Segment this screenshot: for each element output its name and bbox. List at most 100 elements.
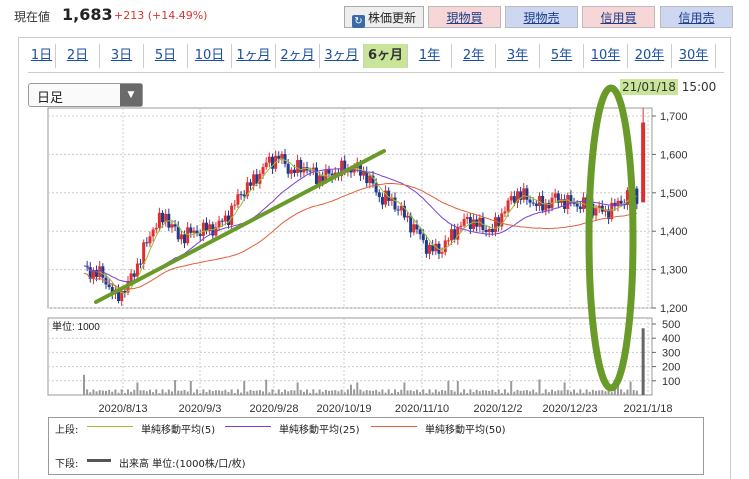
volume-bar (387, 389, 390, 395)
range-tab-6[interactable]: 2ヶ月 (276, 44, 320, 68)
margin-buy-button[interactable]: 信用買 (582, 6, 655, 28)
volume-bar (623, 392, 626, 395)
volume-bar (353, 389, 356, 395)
volume-bar (208, 389, 211, 395)
volume-bar (174, 380, 177, 395)
candle-body (424, 240, 428, 254)
range-tab-11[interactable]: 3年 (496, 44, 540, 68)
spot-buy-button[interactable]: 現物買 (428, 6, 501, 28)
x-tick-label: 2021/1/18 (624, 403, 673, 415)
volume-bar (453, 391, 456, 395)
candle-body (415, 224, 419, 230)
volume-bar (463, 389, 466, 395)
volume-bar (573, 389, 576, 395)
range-tab-7[interactable]: 3ヶ月 (320, 44, 364, 68)
candle-body (286, 163, 290, 174)
volume-bar (595, 390, 598, 395)
price-label: 現在値 (14, 10, 51, 24)
candle-body (534, 203, 538, 207)
candle-body (258, 173, 262, 184)
range-tab-5[interactable]: 1ヶ月 (232, 44, 276, 68)
legend-lower-label: 下段: (55, 459, 79, 470)
candle-body (195, 230, 199, 234)
candle-body (566, 195, 570, 209)
volume-bar (576, 392, 579, 395)
volume-bar (393, 389, 396, 395)
period-select[interactable]: 日足 ▼ (28, 83, 143, 107)
range-tab-2[interactable]: 3日 (100, 44, 144, 68)
candle-body (431, 244, 435, 252)
range-tab-0[interactable]: 1日 (28, 44, 56, 68)
volume-bar-last (641, 328, 645, 395)
volume-bar (98, 390, 101, 395)
refresh-price-button[interactable]: ↻ 株価更新 (344, 6, 424, 28)
candle-body (365, 171, 369, 184)
volume-bar (277, 389, 280, 395)
volume-bar (224, 389, 227, 395)
volume-bar (343, 392, 346, 395)
volume-bar (180, 390, 183, 395)
candle-body (572, 202, 576, 204)
range-tab-13[interactable]: 10年 (584, 44, 628, 68)
volume-bar (500, 392, 503, 395)
volume-bar (485, 390, 488, 395)
margin-sell-button[interactable]: 信用売 (660, 6, 733, 28)
candle-body (531, 202, 535, 204)
candle-body (314, 167, 318, 184)
volume-bar (123, 392, 126, 395)
highlight-ellipse-annotation (585, 84, 637, 392)
range-tab-10[interactable]: 2年 (452, 44, 496, 68)
candle-body (393, 197, 397, 210)
volume-bar (491, 389, 494, 395)
range-tab-3[interactable]: 5日 (144, 44, 188, 68)
range-tab-12[interactable]: 5年 (540, 44, 584, 68)
volume-bar (444, 390, 447, 395)
range-tab-8[interactable]: 6ヶ月 (364, 44, 408, 68)
candle-body (148, 236, 152, 244)
range-tab-14[interactable]: 20年 (628, 44, 672, 68)
candle-body (569, 195, 573, 203)
candle-body (142, 242, 146, 265)
volume-bar (331, 390, 334, 395)
candle-body (406, 215, 410, 218)
range-tab-9[interactable]: 1年 (408, 44, 452, 68)
candle-body (377, 192, 381, 197)
price-tick-label: 1,300 (660, 265, 688, 277)
volume-bar (585, 389, 588, 395)
volume-bar (192, 392, 195, 395)
candle-body (170, 224, 174, 228)
volume-bar (481, 390, 484, 395)
volume-bar (522, 390, 525, 395)
volume-bar (409, 390, 412, 395)
volume-bar (280, 392, 283, 395)
volume-bar (620, 389, 623, 395)
range-tab-15[interactable]: 30年 (672, 44, 716, 68)
candle-body (374, 183, 378, 193)
candle-body (189, 227, 193, 233)
candle-body (563, 199, 567, 209)
candle-body (157, 212, 161, 228)
range-tab-1[interactable]: 2日 (56, 44, 100, 68)
spot-sell-button[interactable]: 現物売 (505, 6, 578, 28)
candle-body (264, 162, 268, 168)
candle-body (610, 202, 614, 220)
volume-bar (86, 389, 89, 395)
volume-bar (516, 389, 519, 395)
x-tick-label: 2020/11/10 (395, 403, 449, 415)
candle-body (192, 230, 196, 233)
candle-body (205, 222, 209, 232)
candle-body (145, 242, 149, 244)
volume-bar (450, 389, 453, 395)
volume-bar (563, 382, 566, 395)
volume-bar (419, 392, 422, 395)
volume-bar (456, 381, 459, 395)
volume-bar (397, 391, 400, 395)
candle-body (475, 219, 479, 227)
candle-body (578, 206, 582, 210)
candle-body (575, 202, 579, 207)
volume-bar (582, 392, 585, 395)
candle-body (522, 188, 526, 200)
candle-body (553, 193, 557, 198)
range-tab-4[interactable]: 10日 (188, 44, 232, 68)
candle-body (597, 205, 601, 209)
